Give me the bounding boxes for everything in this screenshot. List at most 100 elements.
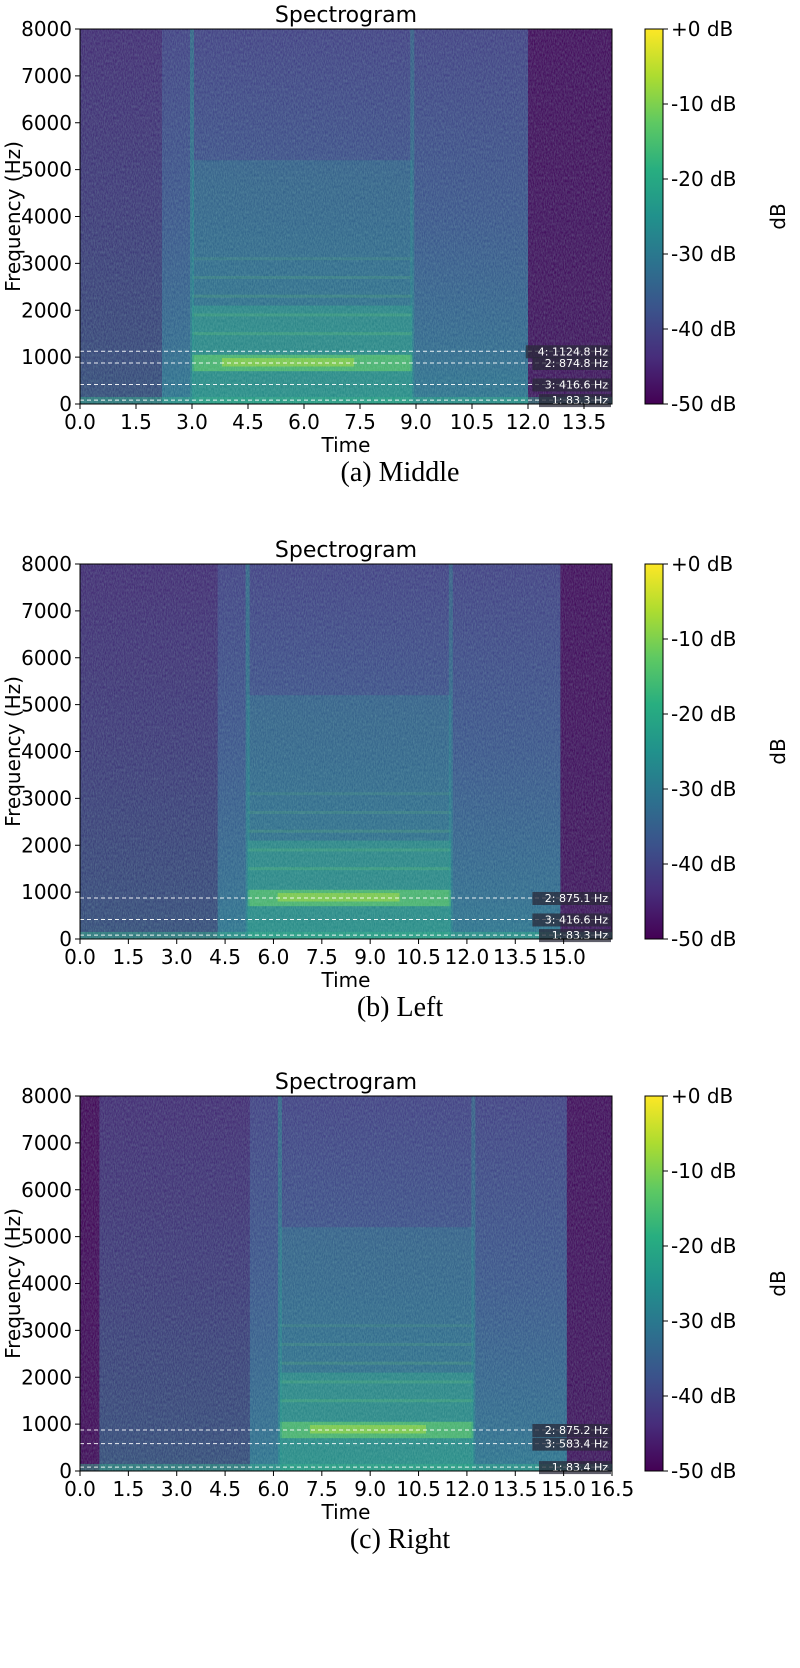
x-tick-label: 0.0 (64, 945, 96, 969)
x-tick-label: 7.5 (344, 410, 376, 434)
spectrogram-image (80, 29, 612, 404)
x-tick-label: 4.5 (209, 1477, 241, 1501)
marker-label: 2: 875.1 Hz (545, 892, 608, 905)
colorbar-tick-label: -20 dB (671, 1234, 736, 1258)
spectrogram-panel-3: 2: 875.2 Hz 3: 583.4 Hz 1: 83.4 Hz Spectrog… (0, 1067, 800, 1623)
x-tick-label: 6.0 (258, 1477, 290, 1501)
y-tick-label: 5000 (21, 158, 72, 182)
y-tick-label: 3000 (21, 1318, 72, 1342)
y-tick-label: 4000 (21, 1272, 72, 1296)
chart-title: Spectrogram (275, 3, 417, 28)
spectrogram-image (80, 564, 612, 939)
y-tick-label: 3000 (21, 251, 72, 275)
x-tick-label: 12.0 (445, 1477, 490, 1501)
y-tick-label: 8000 (21, 1084, 72, 1108)
colorbar-tick-label: -10 dB (671, 627, 736, 651)
colorbar (644, 1095, 664, 1472)
marker-label: 3: 583.4 Hz (545, 1438, 608, 1451)
y-tick-label: 2000 (21, 833, 72, 857)
colorbar-label: dB (766, 738, 790, 764)
x-tick-label: 4.5 (209, 945, 241, 969)
y-tick-label: 6000 (21, 646, 72, 670)
marker-label-box (525, 345, 611, 359)
colorbar (644, 563, 664, 940)
colorbar-tick-label: +0 dB (671, 552, 733, 576)
colorbar-tick-label: -50 dB (671, 392, 736, 416)
figure-caption: (b) Left (356, 992, 444, 1023)
x-tick-label: 12.0 (506, 410, 551, 434)
x-tick-label: 15.0 (541, 945, 586, 969)
chart-title: Spectrogram (275, 538, 417, 563)
y-tick-label: 5000 (21, 693, 72, 717)
colorbar-tick-label: -20 dB (671, 167, 736, 191)
marker-label: 3: 416.6 Hz (545, 913, 608, 926)
marker-label-box (532, 356, 611, 370)
y-tick-label: 0 (59, 927, 72, 951)
marker-label-box (532, 913, 611, 927)
x-tick-label: 13.5 (562, 410, 607, 434)
y-tick-label: 0 (59, 392, 72, 416)
y-tick-label: 1000 (21, 345, 72, 369)
colorbar-tick-label: -30 dB (671, 242, 736, 266)
y-tick-label: 3000 (21, 786, 72, 810)
y-axis-label: Frequency (Hz) (1, 1208, 25, 1359)
y-tick-label: 7000 (21, 1131, 72, 1155)
x-tick-label: 3.0 (161, 945, 193, 969)
colorbar-tick-label: -40 dB (671, 1384, 736, 1408)
marker-label: 3: 416.6 Hz (545, 378, 608, 391)
x-tick-label: 9.0 (354, 1477, 386, 1501)
y-tick-label: 4000 (21, 205, 72, 229)
x-tick-label: 13.5 (493, 1477, 538, 1501)
spectrogram-chart: 2: 875.2 Hz3: 583.4 Hz 1: 83.4 Hz Spectrog… (1, 1070, 790, 1524)
x-tick-label: 1.5 (120, 410, 152, 434)
y-tick-label: 8000 (21, 552, 72, 576)
x-axis-label: Time (321, 968, 371, 992)
x-axis-label: Time (321, 1500, 371, 1524)
spectrogram-chart: 2: 875.1 Hz 3: 416.6 Hz 1: 83.3 Hz Spectrog… (1, 538, 790, 992)
colorbar-tick-label: -30 dB (671, 1309, 736, 1333)
marker-label: 1: 83.3 Hz (552, 394, 608, 407)
x-tick-label: 0.0 (64, 410, 96, 434)
x-tick-label: 10.5 (396, 1477, 441, 1501)
y-tick-label: 5000 (21, 1225, 72, 1249)
x-axis-label: Time (321, 433, 371, 457)
colorbar-tick-label: +0 dB (671, 1084, 733, 1108)
x-tick-label: 6.0 (288, 410, 320, 434)
y-tick-label: 4000 (21, 740, 72, 764)
x-tick-label: 3.0 (161, 1477, 193, 1501)
x-tick-label: 9.0 (354, 945, 386, 969)
colorbar-label: dB (766, 203, 790, 229)
y-tick-label: 7000 (21, 599, 72, 623)
spectrogram-panel-1: 4: 1124.8 Hz 2: 874.8 Hz 3: 416.6 Hz 1: 83.… (0, 0, 800, 556)
figure-caption: (a) Middle (340, 457, 460, 488)
colorbar-tick-label: -40 dB (671, 317, 736, 341)
chart-title: Spectrogram (275, 1070, 417, 1095)
marker-label: 2: 875.2 Hz (545, 1424, 608, 1437)
x-tick-label: 10.5 (396, 945, 441, 969)
spectrogram-image (80, 1096, 612, 1471)
x-tick-label: 7.5 (306, 1477, 338, 1501)
y-tick-label: 2000 (21, 1365, 72, 1389)
x-tick-label: 15.0 (541, 1477, 586, 1501)
y-tick-label: 0 (59, 1459, 72, 1483)
spectrogram-chart: 4: 1124.8 Hz2: 874.8 Hz 3: 416.6 Hz 1: 83.… (1, 3, 790, 457)
colorbar-tick-label: -50 dB (671, 927, 736, 951)
y-tick-label: 8000 (21, 17, 72, 41)
y-tick-label: 6000 (21, 1178, 72, 1202)
y-tick-label: 1000 (21, 880, 72, 904)
y-tick-label: 2000 (21, 298, 72, 322)
y-tick-label: 1000 (21, 1412, 72, 1436)
colorbar-tick-label: -10 dB (671, 1159, 736, 1183)
colorbar-label: dB (766, 1270, 790, 1296)
marker-label: 1: 83.4 Hz (552, 1461, 608, 1474)
marker-label-box (532, 1423, 611, 1437)
colorbar-tick-label: -10 dB (671, 92, 736, 116)
colorbar-tick-label: -40 dB (671, 852, 736, 876)
marker-label-box (532, 1437, 611, 1451)
x-tick-label: 1.5 (112, 945, 144, 969)
marker-label-box (532, 378, 611, 392)
y-tick-label: 6000 (21, 111, 72, 135)
marker-label: 4: 1124.8 Hz (538, 345, 608, 358)
colorbar-tick-label: -30 dB (671, 777, 736, 801)
spectrogram-panel-2: 2: 875.1 Hz 3: 416.6 Hz 1: 83.3 Hz Spectrog… (0, 535, 800, 1091)
